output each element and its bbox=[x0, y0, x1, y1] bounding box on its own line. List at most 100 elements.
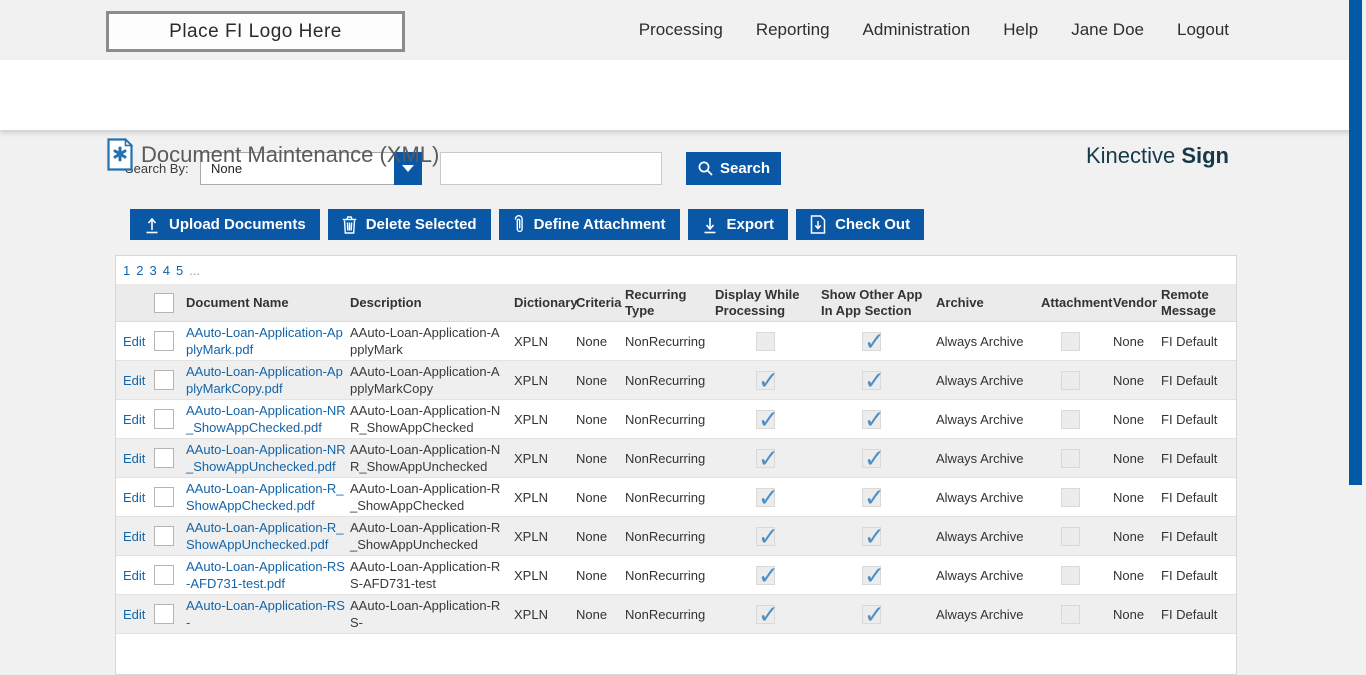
criteria-cell: None bbox=[576, 566, 625, 585]
row-select-checkbox[interactable] bbox=[154, 526, 174, 546]
archive-cell: Always Archive bbox=[936, 527, 1041, 546]
delete-selected-button[interactable]: Delete Selected bbox=[328, 209, 491, 240]
check-out-button[interactable]: Check Out bbox=[796, 209, 924, 240]
table-row: Edit AAuto-Loan-Application-RS-AFD731-te… bbox=[116, 556, 1236, 595]
display-while-processing-checkbox bbox=[756, 410, 775, 429]
dictionary-cell: XPLN bbox=[514, 410, 576, 429]
table-row: Edit AAuto-Loan-Application-R_ShowAppChe… bbox=[116, 478, 1236, 517]
show-other-app-checkbox bbox=[862, 488, 881, 507]
page-link-3[interactable]: 3 bbox=[149, 263, 156, 278]
brand-logo: Kinective Sign bbox=[1086, 143, 1229, 169]
edit-link[interactable]: Edit bbox=[123, 451, 145, 466]
show-other-app-checkbox bbox=[862, 332, 881, 351]
dictionary-cell: XPLN bbox=[514, 332, 576, 351]
table-header-row: Document Name Description Dictionary Cri… bbox=[116, 284, 1236, 322]
row-select-checkbox[interactable] bbox=[154, 331, 174, 351]
row-select-checkbox[interactable] bbox=[154, 370, 174, 390]
document-name-link[interactable]: AAuto-Loan-Application-NR_ShowAppUncheck… bbox=[186, 442, 346, 474]
dictionary-cell: XPLN bbox=[514, 371, 576, 390]
nav-item-reporting[interactable]: Reporting bbox=[756, 20, 830, 40]
vendor-cell: None bbox=[1113, 566, 1161, 585]
recurring-type-cell: NonRecurring bbox=[625, 371, 715, 390]
remote-message-cell: FI Default bbox=[1161, 605, 1236, 624]
search-icon bbox=[697, 160, 714, 177]
show-other-app-checkbox bbox=[862, 566, 881, 585]
table-row: Edit AAuto-Loan-Application-ApplyMarkCop… bbox=[116, 361, 1236, 400]
document-name-link[interactable]: AAuto-Loan-Application-R_ShowAppChecked.… bbox=[186, 481, 344, 513]
nav-item-help[interactable]: Help bbox=[1003, 20, 1038, 40]
edit-link[interactable]: Edit bbox=[123, 529, 145, 544]
recurring-type-cell: NonRecurring bbox=[625, 527, 715, 546]
criteria-cell: None bbox=[576, 488, 625, 507]
remote-message-cell: FI Default bbox=[1161, 527, 1236, 546]
criteria-cell: None bbox=[576, 449, 625, 468]
header-show-other-app: Show Other App In App Section bbox=[821, 285, 936, 321]
document-name-link[interactable]: AAuto-Loan-Application-RS-AFD731-test.pd… bbox=[186, 559, 345, 591]
vendor-cell: None bbox=[1113, 449, 1161, 468]
criteria-cell: None bbox=[576, 605, 625, 624]
row-select-checkbox[interactable] bbox=[154, 448, 174, 468]
nav-item-logout[interactable]: Logout bbox=[1177, 20, 1229, 40]
recurring-type-cell: NonRecurring bbox=[625, 332, 715, 351]
archive-cell: Always Archive bbox=[936, 605, 1041, 624]
row-select-checkbox[interactable] bbox=[154, 604, 174, 624]
paperclip-icon bbox=[513, 215, 525, 234]
header-description: Description bbox=[350, 293, 514, 313]
row-select-checkbox[interactable] bbox=[154, 487, 174, 507]
vendor-cell: None bbox=[1113, 527, 1161, 546]
export-label: Export bbox=[727, 216, 775, 233]
search-input[interactable] bbox=[440, 152, 662, 185]
attachment-checkbox bbox=[1061, 488, 1080, 507]
dictionary-cell: XPLN bbox=[514, 527, 576, 546]
attachment-checkbox bbox=[1061, 410, 1080, 429]
header-criteria: Criteria bbox=[576, 293, 625, 313]
search-button[interactable]: Search bbox=[686, 152, 781, 185]
document-name-link[interactable]: AAuto-Loan-Application-RS- bbox=[186, 598, 345, 630]
page-link-2[interactable]: 2 bbox=[136, 263, 143, 278]
nav-item-user[interactable]: Jane Doe bbox=[1071, 20, 1144, 40]
row-select-checkbox[interactable] bbox=[154, 409, 174, 429]
description-cell: AAuto-Loan-Application-ApplyMarkCopy bbox=[350, 361, 510, 399]
table-row: Edit AAuto-Loan-Application-NR_ShowAppUn… bbox=[116, 439, 1236, 478]
toolbar: Upload Documents Delete Selected Define bbox=[130, 209, 924, 240]
vertical-scrollbar-thumb[interactable] bbox=[1349, 0, 1362, 485]
description-cell: AAuto-Loan-Application-R_ShowAppChecked bbox=[350, 478, 510, 516]
nav-item-processing[interactable]: Processing bbox=[639, 20, 723, 40]
define-attachment-button[interactable]: Define Attachment bbox=[499, 209, 680, 240]
remote-message-cell: FI Default bbox=[1161, 410, 1236, 429]
export-button[interactable]: Export bbox=[688, 209, 789, 240]
description-cell: AAuto-Loan-Application-RS-AFD731-test bbox=[350, 556, 510, 594]
attachment-checkbox bbox=[1061, 605, 1080, 624]
edit-link[interactable]: Edit bbox=[123, 412, 145, 427]
document-name-link[interactable]: AAuto-Loan-Application-NR_ShowAppChecked… bbox=[186, 403, 346, 435]
archive-cell: Always Archive bbox=[936, 410, 1041, 429]
page-link-1[interactable]: 1 bbox=[123, 263, 130, 278]
nav-item-administration[interactable]: Administration bbox=[863, 20, 971, 40]
archive-cell: Always Archive bbox=[936, 566, 1041, 585]
header-attachment: Attachment bbox=[1041, 293, 1113, 313]
check-out-label: Check Out bbox=[835, 216, 910, 233]
remote-message-cell: FI Default bbox=[1161, 371, 1236, 390]
edit-link[interactable]: Edit bbox=[123, 334, 145, 349]
edit-link[interactable]: Edit bbox=[123, 373, 145, 388]
brand-name: Kinective bbox=[1086, 143, 1181, 168]
criteria-cell: None bbox=[576, 527, 625, 546]
description-cell: AAuto-Loan-Application-NR_ShowAppChecked bbox=[350, 400, 510, 438]
row-select-checkbox[interactable] bbox=[154, 565, 174, 585]
page-link-5[interactable]: 5 bbox=[176, 263, 183, 278]
upload-documents-button[interactable]: Upload Documents bbox=[130, 209, 320, 240]
attachment-checkbox bbox=[1061, 527, 1080, 546]
page-link-4[interactable]: 4 bbox=[163, 263, 170, 278]
document-name-link[interactable]: AAuto-Loan-Application-ApplyMark.pdf bbox=[186, 325, 343, 357]
vertical-scrollbar-track[interactable] bbox=[1349, 0, 1366, 589]
edit-link[interactable]: Edit bbox=[123, 607, 145, 622]
header-dictionary: Dictionary bbox=[514, 293, 576, 313]
document-name-link[interactable]: AAuto-Loan-Application-ApplyMarkCopy.pdf bbox=[186, 364, 343, 396]
select-all-checkbox[interactable] bbox=[154, 293, 174, 313]
document-name-link[interactable]: AAuto-Loan-Application-R_ShowAppUnchecke… bbox=[186, 520, 344, 552]
vendor-cell: None bbox=[1113, 332, 1161, 351]
show-other-app-checkbox bbox=[862, 449, 881, 468]
edit-link[interactable]: Edit bbox=[123, 568, 145, 583]
attachment-checkbox bbox=[1061, 449, 1080, 468]
edit-link[interactable]: Edit bbox=[123, 490, 145, 505]
